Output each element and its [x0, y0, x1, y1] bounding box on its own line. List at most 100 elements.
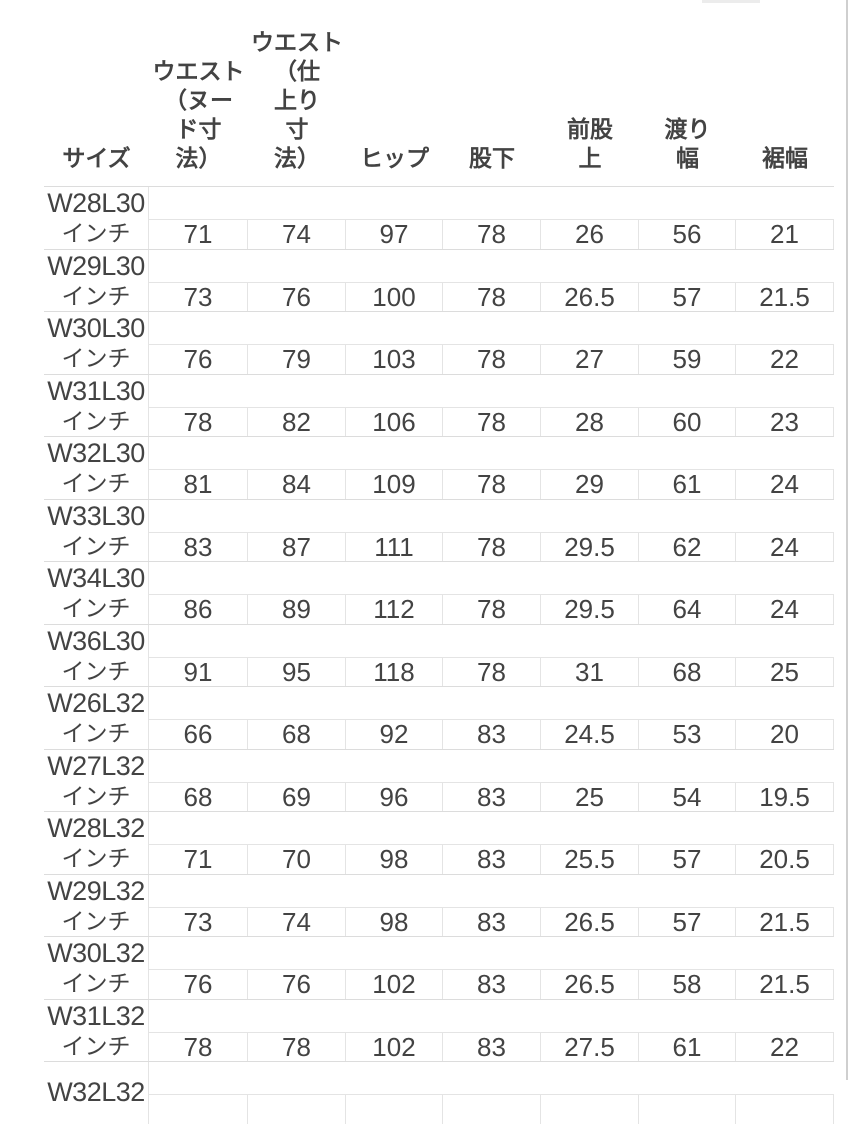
value-cell: 73: [149, 907, 248, 936]
row-spacer: [149, 1062, 834, 1095]
size-cell: W32L32: [44, 1062, 149, 1124]
value-cell: 19.5: [736, 782, 834, 811]
row-spacer: [149, 875, 834, 908]
value-cell: 98: [346, 907, 443, 936]
value-cell: 21.5: [736, 970, 834, 999]
size-cell: W33L30 インチ: [44, 499, 149, 561]
size-unit-label: インチ: [61, 782, 131, 809]
row-right-part: [149, 1062, 834, 1124]
value-cell: 78: [443, 407, 541, 436]
value-cell: 78: [443, 470, 541, 499]
row-right-part: 78 82 106 78 28 60 23: [149, 375, 834, 436]
size-label: W30L30: [47, 313, 145, 344]
value-cell: 29: [541, 470, 639, 499]
value-cell: 70: [248, 845, 346, 874]
value-cell: 68: [248, 720, 346, 749]
value-cell: 83: [149, 532, 248, 561]
row-values: [149, 1095, 834, 1124]
size-label: W36L30: [47, 625, 145, 656]
value-cell: [736, 1095, 834, 1124]
size-unit-label: インチ: [61, 407, 131, 434]
size-label: W31L32: [47, 1000, 145, 1031]
value-cell: 26: [541, 220, 639, 249]
value-cell: 26.5: [541, 282, 639, 311]
value-cell: 83: [443, 845, 541, 874]
row-values: 76 76 102 83 26.5 58 21.5: [149, 970, 834, 999]
size-chart-page: { "table": { "columns": [ {"label": "サイズ…: [44, 0, 848, 1124]
value-cell: 102: [346, 970, 443, 999]
size-unit-label: インチ: [61, 282, 131, 309]
table-row: W34L30 インチ 86 89 112 78 29.5 64 24: [44, 561, 834, 624]
value-cell: 89: [248, 595, 346, 624]
value-cell: 61: [639, 1032, 736, 1061]
value-cell: 66: [149, 720, 248, 749]
row-values: 68 69 96 83 25 54 19.5: [149, 782, 834, 811]
value-cell: 62: [639, 532, 736, 561]
value-cell: 86: [149, 595, 248, 624]
row-spacer: [149, 500, 834, 533]
value-cell: 96: [346, 782, 443, 811]
row-spacer: [149, 187, 834, 220]
row-spacer: [149, 625, 834, 658]
value-cell: 21: [736, 220, 834, 249]
value-cell: 26.5: [541, 970, 639, 999]
row-right-part: 76 79 103 78 27 59 22: [149, 312, 834, 374]
row-values: 73 74 98 83 26.5 57 21.5: [149, 907, 834, 936]
value-cell: 71: [149, 845, 248, 874]
size-label: W34L30: [47, 563, 145, 594]
row-spacer: [149, 812, 834, 845]
value-cell: 78: [443, 595, 541, 624]
value-cell: 25: [541, 782, 639, 811]
value-cell: 24: [736, 595, 834, 624]
row-right-part: 66 68 92 83 24.5 53 20: [149, 687, 834, 749]
row-values: 86 89 112 78 29.5 64 24: [149, 595, 834, 624]
value-cell: 23: [736, 407, 834, 436]
size-cell: W28L32 インチ: [44, 812, 149, 874]
value-cell: 100: [346, 282, 443, 311]
row-values: 78 82 106 78 28 60 23: [149, 407, 834, 436]
column-header-1: ウエスト （ヌー ド寸 法）: [152, 58, 245, 171]
value-cell: 59: [639, 345, 736, 374]
size-unit-label: インチ: [61, 470, 131, 497]
value-cell: 71: [149, 220, 248, 249]
right-edge-scrollbar-track[interactable]: [846, 0, 848, 1080]
row-right-part: 73 76 100 78 26.5 57 21.5: [149, 250, 834, 311]
table-row: W26L32 インチ 66 68 92 83 24.5 53 20: [44, 686, 834, 749]
row-right-part: 83 87 111 78 29.5 62 24: [149, 500, 834, 561]
size-label: W28L32: [47, 813, 145, 844]
value-cell: 78: [248, 1032, 346, 1061]
size-unit-label: インチ: [61, 907, 131, 934]
row-spacer: [149, 312, 834, 345]
value-cell: 109: [346, 470, 443, 499]
size-cell: W29L32 インチ: [44, 874, 149, 936]
table-row: W27L32 インチ 68 69 96 83 25 54 19.5: [44, 748, 834, 811]
table-body: W28L30 インチ 71 74 97 78 26 56 21 W29L30 インチ 73 7…: [44, 186, 834, 1124]
value-cell: 24: [736, 470, 834, 499]
table-row: W31L32 インチ 78 78 102 83 27.5 61 22: [44, 998, 834, 1061]
value-cell: 22: [736, 1032, 834, 1061]
value-cell: 103: [346, 345, 443, 374]
value-cell: 20.5: [736, 845, 834, 874]
size-cell: W28L30 インチ: [44, 187, 149, 249]
row-right-part: 81 84 109 78 29 61 24: [149, 437, 834, 499]
size-label: W28L30: [47, 188, 145, 219]
size-unit-label: インチ: [61, 1032, 131, 1059]
row-values: 71 70 98 83 25.5 57 20.5: [149, 845, 834, 874]
row-values: 76 79 103 78 27 59 22: [149, 345, 834, 374]
value-cell: 78: [149, 1032, 248, 1061]
value-cell: 98: [346, 845, 443, 874]
value-cell: 20: [736, 720, 834, 749]
row-right-part: 73 74 98 83 26.5 57 21.5: [149, 875, 834, 936]
row-values: 83 87 111 78 29.5 62 24: [149, 532, 834, 561]
table-header-row: サイズ ウエスト （ヌー ド寸 法） ウエスト （仕 上り 寸 法） ヒップ 股下 前股 …: [44, 0, 834, 186]
column-header-6: 渡り 幅: [664, 116, 711, 171]
size-unit-label: インチ: [61, 220, 131, 247]
column-header-0: サイズ: [62, 145, 131, 171]
size-cell: W36L30 インチ: [44, 624, 149, 686]
value-cell: 76: [149, 345, 248, 374]
value-cell: 56: [639, 220, 736, 249]
row-spacer: [149, 562, 834, 595]
size-label: W27L32: [47, 750, 145, 781]
size-label: W30L32: [47, 938, 145, 969]
table-row: W32L30 インチ 81 84 109 78 29 61 24: [44, 436, 834, 499]
